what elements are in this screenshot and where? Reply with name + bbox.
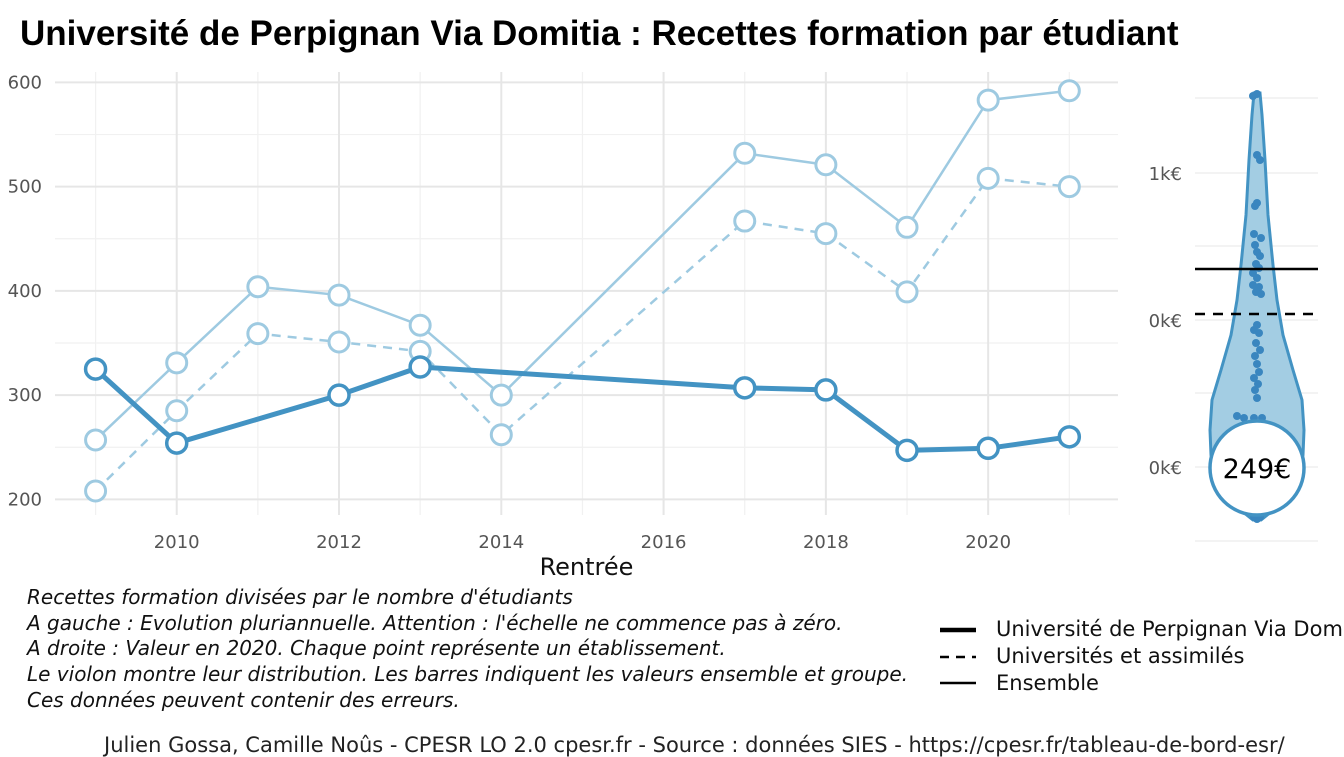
data-point (1057, 425, 1082, 449)
establishment-point (1251, 202, 1259, 210)
establishment-point (1257, 234, 1265, 242)
data-point (246, 275, 270, 299)
x-tick-label: 2020 (965, 532, 1011, 553)
legend (940, 627, 976, 685)
data-point (733, 209, 757, 233)
data-point (489, 383, 513, 407)
establishment-point (1256, 252, 1264, 260)
data-point (246, 322, 270, 346)
establishment-point (1253, 394, 1261, 402)
legend-label-university: Université de Perpignan Via Domitia (996, 617, 1344, 641)
data-point (84, 428, 108, 452)
note-line-2: A gauche : Evolution pluriannuelle. Atte… (27, 611, 843, 635)
establishment-point (1256, 156, 1264, 164)
data-point (814, 222, 838, 246)
highlight-circle (1208, 419, 1306, 517)
data-point (976, 88, 1000, 112)
note-line-4: Le violon montre leur distribution. Les … (27, 662, 908, 686)
data-point (327, 283, 351, 307)
violin-tick-label: 1k€ (1149, 164, 1182, 185)
note-line-1: Recettes formation divisées par le nombr… (27, 585, 573, 609)
data-point (408, 355, 432, 379)
legend-label-group: Universités et assimilés (996, 644, 1245, 668)
data-point (733, 141, 757, 165)
data-point (1057, 79, 1081, 103)
establishment-point (1253, 274, 1261, 282)
highlight-value-label: 249€ (1223, 454, 1292, 485)
establishment-point (1255, 368, 1263, 376)
x-tick-label: 2012 (316, 532, 362, 553)
x-axis-label: Rentrée (540, 553, 634, 581)
x-tick-label: 2018 (803, 532, 849, 553)
y-tick-label: 600 (8, 72, 42, 93)
note-line-5: Ces données peuvent contenir des erreurs… (27, 688, 460, 712)
establishment-point (1240, 414, 1248, 422)
data-point (164, 431, 189, 455)
y-tick-label: 400 (8, 281, 42, 302)
data-point (976, 166, 1000, 190)
establishment-point (1250, 230, 1258, 238)
data-point (814, 378, 838, 402)
data-point (895, 215, 919, 239)
series-line (94, 177, 1070, 492)
axes: 2010 2012 2014 2016 2018 2020 200 300 400 500 600 R… (8, 72, 1011, 581)
data-point (732, 376, 757, 400)
data-point (165, 351, 189, 375)
establishment-point (1256, 346, 1264, 354)
establishment-point (1252, 339, 1260, 347)
data-point (814, 153, 838, 177)
data-point (1057, 175, 1081, 199)
grid (55, 72, 1118, 515)
violin-tick-label: 0k€ (1149, 311, 1182, 332)
data-point (408, 313, 432, 337)
y-tick-label: 300 (8, 385, 42, 406)
data-point (327, 383, 351, 407)
establishment-point (1251, 352, 1259, 360)
establishment-point (1250, 374, 1258, 382)
establishment-point (1255, 329, 1263, 337)
x-tick-label: 2010 (154, 532, 200, 553)
source-caption: Julien Gossa, Camille Noûs - CPESR LO 2.… (104, 733, 1285, 757)
establishment-point (1233, 412, 1241, 420)
x-tick-label: 2016 (641, 532, 687, 553)
data-point (327, 330, 351, 354)
establishment-point (1251, 241, 1259, 249)
x-tick-label: 2014 (478, 532, 524, 553)
data-point (165, 399, 189, 423)
chart-title: Université de Perpignan Via Domitia : Re… (20, 14, 1179, 53)
legend-label-ensemble: Ensemble (996, 671, 1099, 695)
establishment-point (1249, 92, 1257, 100)
establishment-point (1251, 386, 1259, 394)
data-point (895, 438, 919, 463)
establishment-point (1254, 380, 1262, 388)
violin-panel: 1k€ 0k€ 0k€ 249€ (1149, 90, 1318, 542)
data-point (976, 436, 1000, 461)
series (83, 79, 1082, 503)
data-point (489, 423, 513, 447)
y-tick-label: 200 (8, 489, 42, 510)
y-tick-label: 500 (8, 177, 42, 198)
note-line-3: A droite : Valeur en 2020. Chaque point … (27, 636, 726, 660)
establishment-point (1253, 360, 1261, 368)
establishment-point (1257, 290, 1265, 298)
data-point (83, 357, 108, 381)
data-point (895, 280, 919, 304)
data-point (84, 479, 108, 503)
violin-tick-label: 0k€ (1149, 458, 1182, 479)
